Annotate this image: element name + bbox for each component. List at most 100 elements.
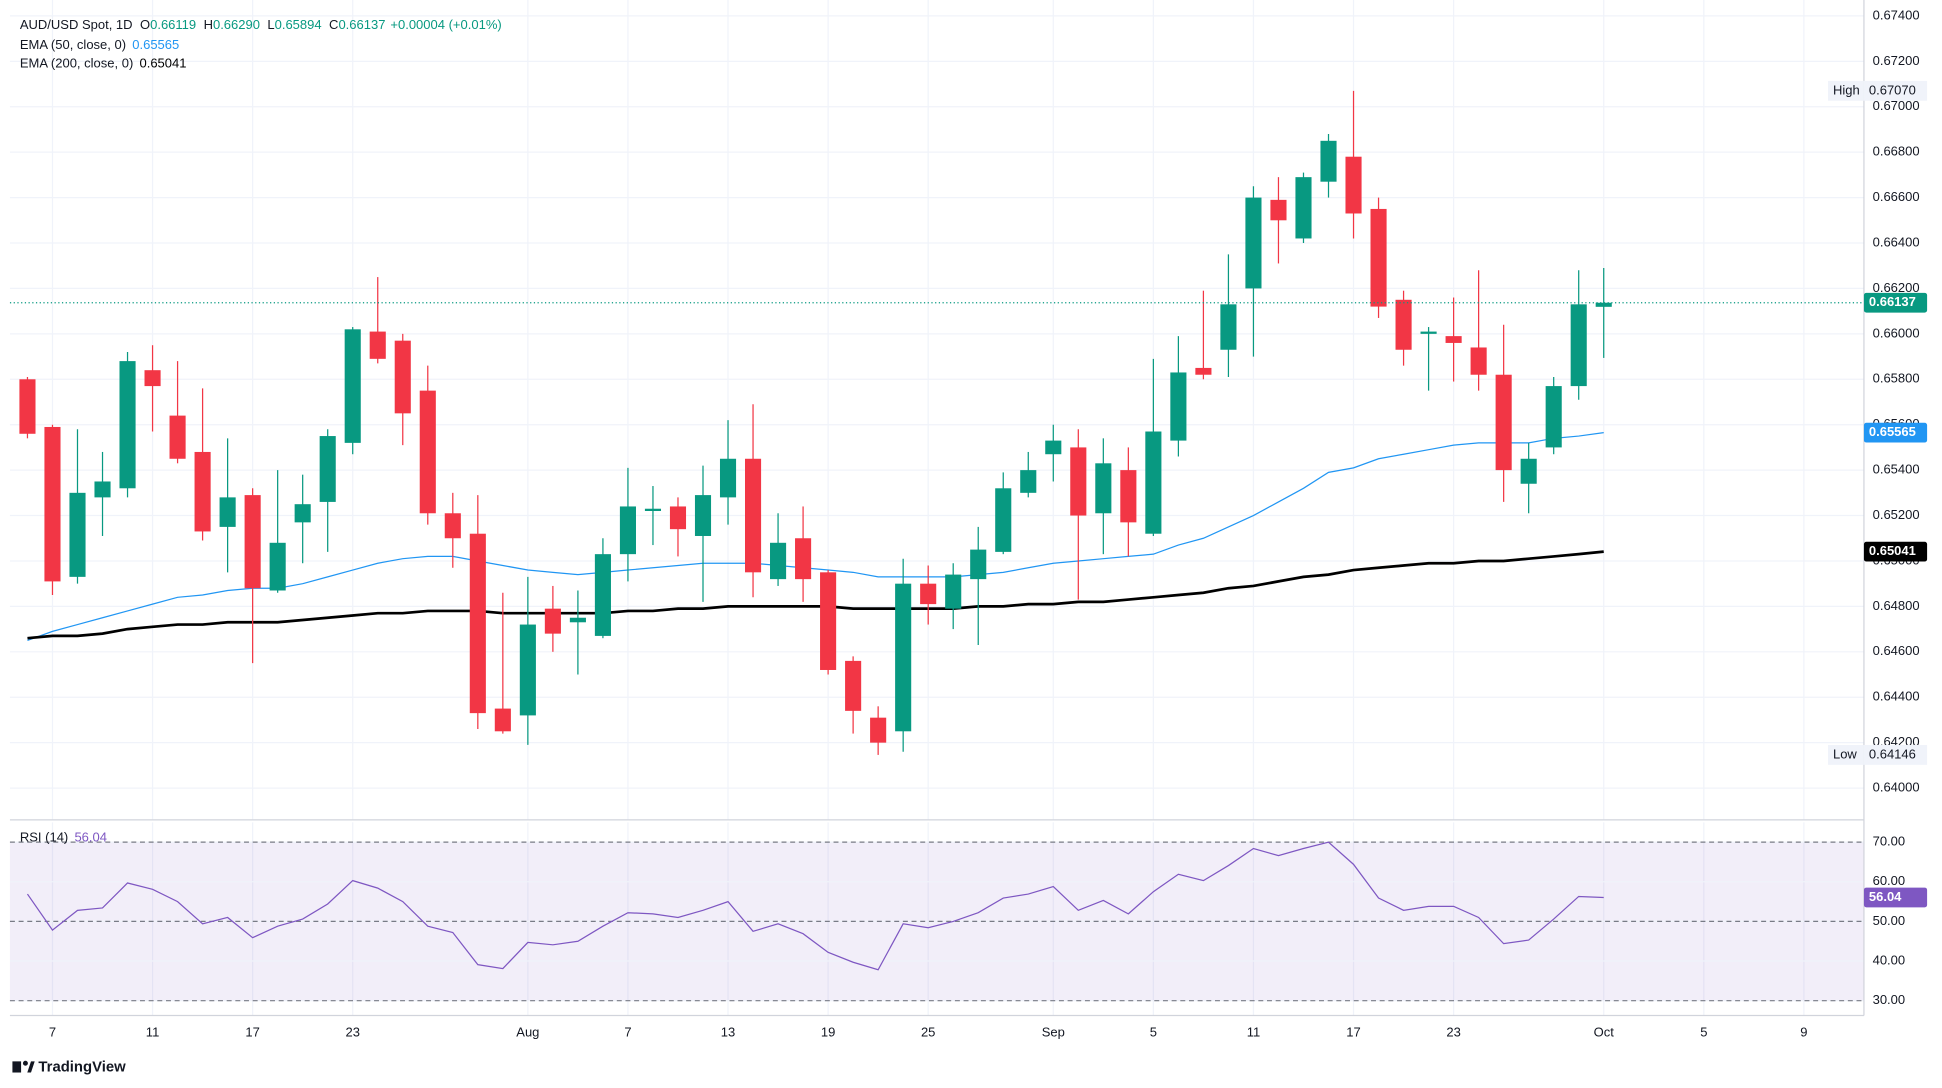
x-tick-label: 5 xyxy=(1700,1024,1707,1039)
candle-body xyxy=(1570,304,1587,387)
candle-body xyxy=(694,495,712,536)
ohlc-value: 0.66119 xyxy=(150,17,196,32)
y-tick-label: 0.66600 xyxy=(1873,189,1920,204)
logo-slant xyxy=(27,1061,35,1073)
x-tick-label: 7 xyxy=(624,1024,631,1039)
ohlc-key: L xyxy=(267,17,274,32)
candle-body xyxy=(1270,199,1287,221)
x-tick-label: 9 xyxy=(1800,1024,1807,1039)
x-tick-label: 5 xyxy=(1150,1024,1157,1039)
plot xyxy=(9,90,1864,971)
rsi-name: RSI (14) xyxy=(20,830,68,845)
x-tick-label: 17 xyxy=(245,1024,259,1039)
y-tick-label: 0.66200 xyxy=(1873,280,1920,295)
candle-body xyxy=(494,708,511,732)
candle-body xyxy=(644,508,662,511)
symbol: AUD/USD Spot, 1D xyxy=(20,17,133,32)
candle-body xyxy=(1245,197,1262,289)
candle-body xyxy=(1220,304,1237,350)
candle-body xyxy=(1020,470,1037,493)
candle-body xyxy=(44,426,61,582)
candle-body xyxy=(569,617,586,623)
x-tick-label: 17 xyxy=(1346,1024,1360,1039)
candle-body xyxy=(1095,463,1112,514)
ema-value: 0.65041 xyxy=(139,56,186,71)
x-tick-label: 19 xyxy=(821,1024,835,1039)
candle-body xyxy=(1595,302,1612,307)
ema-tag: 0.65565 xyxy=(1869,424,1916,439)
high-box xyxy=(1863,80,1928,101)
candle-body xyxy=(369,331,386,359)
rsi-tick-label: 50.00 xyxy=(1873,913,1906,928)
ohlc-key: C xyxy=(329,17,338,32)
low-name-box xyxy=(1828,745,1864,765)
candle-body xyxy=(845,660,862,711)
x-tick-label: 13 xyxy=(721,1024,735,1039)
candle-body xyxy=(294,504,311,523)
candle-body xyxy=(394,340,411,414)
rsi-value: 56.04 xyxy=(74,830,107,845)
x-tick-label: 11 xyxy=(1247,1024,1261,1039)
candle-body xyxy=(1120,470,1137,523)
candle-body xyxy=(1495,374,1512,471)
axes: 7 11 17 23 Aug 7 13 19 25 Sep 5 11 17 23 Oct 5 9 0.64000 0… xyxy=(49,7,1928,1039)
ohlc-value: 0.66290 xyxy=(213,17,260,32)
candle-body xyxy=(1145,431,1162,534)
rsi-tag-box xyxy=(1863,887,1928,908)
legend: AUD/USD Spot, 1D O0.66119 H0.66290 L0.65894… xyxy=(20,17,502,844)
candle-body xyxy=(1545,386,1562,448)
candle-body xyxy=(995,488,1012,552)
logo-bar xyxy=(12,1061,22,1073)
candle-body xyxy=(119,361,136,489)
ema-legend: EMA (200, close, 0) 0.65041 xyxy=(20,56,187,71)
y-tick-label: 0.66800 xyxy=(1873,144,1920,159)
candle-body xyxy=(144,370,161,387)
candle-body xyxy=(1520,458,1537,484)
brand-logo xyxy=(12,1060,35,1073)
y-tick-label: 0.67200 xyxy=(1873,53,1920,68)
brand: TradingView xyxy=(38,1059,126,1075)
candle-body xyxy=(419,390,436,514)
candle-body xyxy=(920,583,937,605)
grid xyxy=(9,0,1864,1016)
ema-name: EMA (200, close, 0) xyxy=(20,56,133,71)
logo-dot xyxy=(22,1060,28,1066)
candle-body xyxy=(970,549,987,580)
x-tick-label: 11 xyxy=(146,1024,160,1039)
candle-body xyxy=(770,542,787,580)
y-tick-label: 0.66000 xyxy=(1873,325,1920,340)
candle-body xyxy=(1195,367,1212,375)
y-tick-label: 0.65200 xyxy=(1873,507,1920,522)
candle-body xyxy=(1295,177,1312,239)
rsi-tick-label: 70.00 xyxy=(1873,834,1906,849)
high-name: High xyxy=(1833,82,1860,97)
x-tick-label: 25 xyxy=(921,1024,935,1039)
candle-body xyxy=(594,554,611,636)
y-tick-label: 0.64400 xyxy=(1873,689,1920,704)
y-tick-label: 0.65400 xyxy=(1873,462,1920,477)
candle-body xyxy=(1320,140,1337,182)
low-label: 0.64146 xyxy=(1869,746,1916,761)
candle-body xyxy=(169,415,186,459)
candle-body xyxy=(820,572,837,670)
candle-body xyxy=(19,379,36,434)
price-tag-box xyxy=(1863,292,1928,313)
low-name: Low xyxy=(1833,746,1857,761)
candle-body xyxy=(1070,447,1087,516)
x-tick-label: Aug xyxy=(516,1024,539,1039)
candle-body xyxy=(244,495,261,589)
candle-body xyxy=(1345,156,1362,214)
rsi-line xyxy=(26,841,1604,971)
ema-line xyxy=(27,550,1604,640)
candle-body xyxy=(69,492,86,577)
candle-body xyxy=(519,624,536,716)
y-tick-label: 0.65800 xyxy=(1873,371,1920,386)
candle-body xyxy=(444,513,461,539)
change: +0.00004 (+0.01%) xyxy=(390,17,501,32)
y-tick-label: 0.67000 xyxy=(1873,98,1920,113)
y-tick-label: 0.67400 xyxy=(1873,7,1920,22)
ema-tag-box xyxy=(1863,422,1928,443)
candle-body xyxy=(469,533,486,714)
candle-body xyxy=(719,458,737,498)
